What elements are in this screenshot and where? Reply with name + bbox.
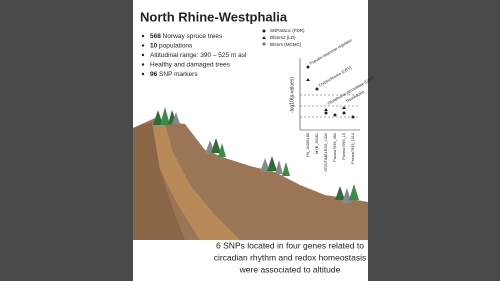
bullet-bold: 96 xyxy=(150,71,158,78)
trees xyxy=(153,107,359,203)
legend-label: Bhmm (MCMC) xyxy=(270,42,302,47)
bullet-text: Norway spruce trees xyxy=(163,33,223,40)
caption-line: were associated to altitude xyxy=(239,264,341,274)
bullet-text: SNP markers xyxy=(159,71,198,78)
x-label: PA_10285180 xyxy=(306,133,310,157)
y-axis-label: -log10(p-values) xyxy=(289,77,295,113)
caption-line: circadian rhythm and redox homeostasis xyxy=(214,252,367,262)
hill-slope xyxy=(150,123,240,240)
bullet-text: populations xyxy=(159,42,193,49)
x-label: Pasma7993_1514 xyxy=(351,133,355,164)
title: North Rhine-Westphalia xyxy=(140,9,288,24)
x-label: MYB_39481 xyxy=(315,133,319,154)
x-label: Pasma7993_10 xyxy=(342,133,346,160)
legend-label: Bhmm2 (LD) xyxy=(270,35,296,40)
x-label: GDS/TIMELESS_1334 xyxy=(324,133,328,172)
hill-shadow xyxy=(133,122,185,240)
bullet-text: Altitudinal range: 390 – 525 m asl xyxy=(150,52,247,59)
bullet-dot xyxy=(141,72,145,76)
bullet-dot xyxy=(141,44,145,47)
bullet-dot xyxy=(141,63,145,66)
bullet-bold: 10 xyxy=(150,42,158,49)
bullet-bold: 568 xyxy=(150,33,161,40)
bullet-dot xyxy=(141,53,145,57)
bullet-item: 10 populations xyxy=(150,42,193,49)
bullet-item: 96 SNP markers xyxy=(150,71,198,78)
legend-label: SNPassoc (FDR) xyxy=(270,28,305,33)
bullet-item: 568 Norway spruce trees xyxy=(150,33,223,40)
bullet-item: Healthy and damaged trees xyxy=(150,61,231,68)
bullet-text: Healthy and damaged trees xyxy=(150,61,231,68)
bullet-dot xyxy=(141,34,145,38)
bullet-item: Altitudinal range: 390 – 525 m asl xyxy=(150,52,247,59)
caption-line: 6 SNPs located in four genes related to xyxy=(216,240,364,250)
x-label: Pasma7993_382 xyxy=(333,133,337,162)
inset-chart xyxy=(262,29,360,131)
bullet-list: 568 Norway spruce trees 10 populations Alt… xyxy=(141,33,247,78)
